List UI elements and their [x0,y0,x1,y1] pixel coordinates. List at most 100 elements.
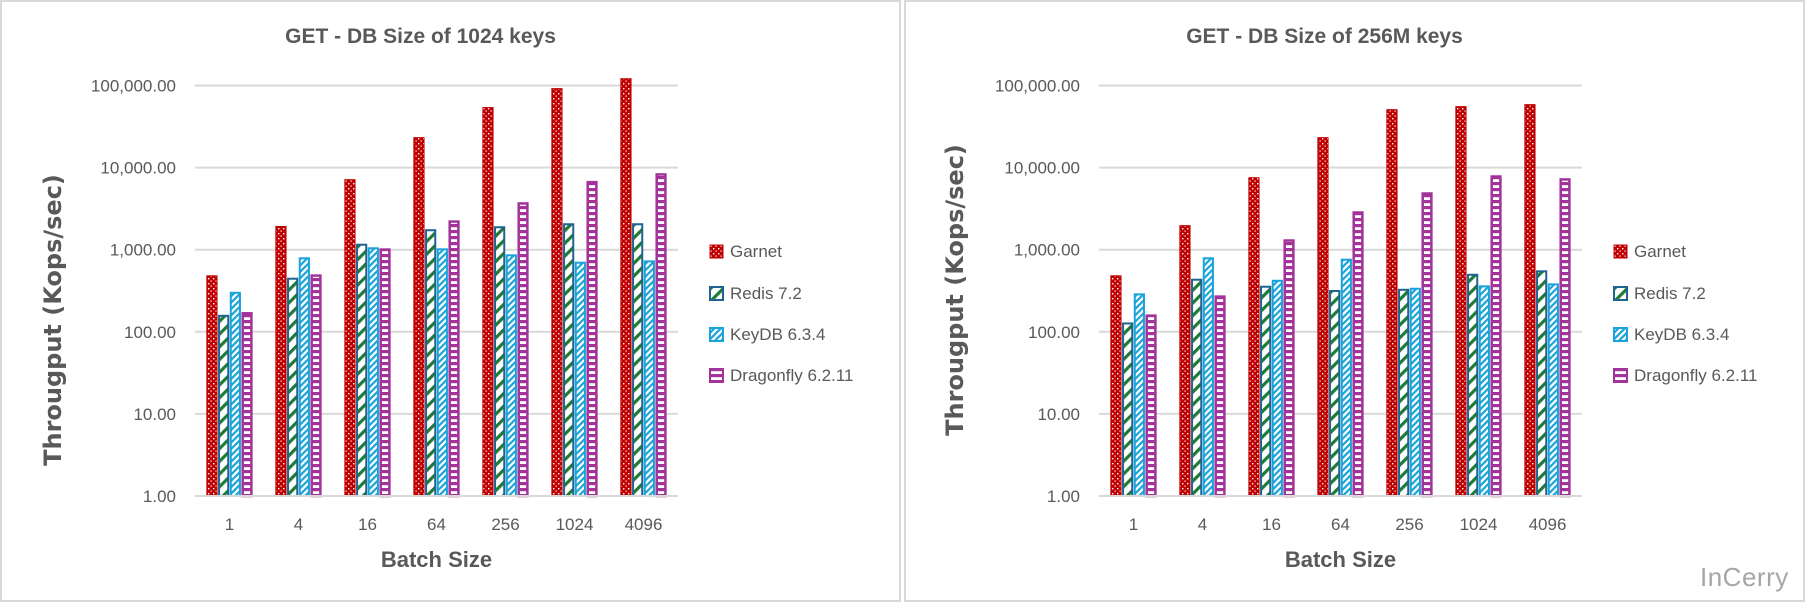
bar-keydb-6-3-4-batch-1 [1133,293,1145,498]
legend-swatch [1613,368,1628,383]
x-tick-label: 4 [1198,515,1207,534]
bar-redis-7-2-batch-1 [218,314,230,498]
bar-garnet-batch-1 [206,275,218,497]
chart-panel-1024-keys: GET - DB Size of 1024 keys 1.00 10.00 100.0… [0,0,901,602]
bar-keydb-6-3-4-batch-4 [1202,257,1214,497]
legend-item-garnet: Garnet [1613,242,1686,261]
y-tick-label: 1.00 [143,487,176,506]
bar-keydb-6-3-4-batch-256 [505,254,517,497]
y-tick-label: 10.00 [1037,405,1080,424]
y-tick-label: 1.00 [1047,487,1080,506]
x-tick-label: 4 [294,515,303,534]
legend-swatch [1613,286,1628,301]
bar-dragonfly-6-2-11-batch-256 [1421,192,1433,498]
y-axis-title: Througput (Kops/sec) [941,144,969,436]
x-tick-label: 64 [1331,515,1350,534]
legend-label: Redis 7.2 [730,284,802,303]
bar-redis-7-2-batch-1024 [1467,273,1479,497]
bar-dragonfly-6-2-11-batch-1 [241,312,253,498]
y-tick-label: 100.00 [1028,323,1080,342]
bar-redis-7-2-batch-64 [425,229,437,497]
bar-garnet-batch-1024 [1455,106,1467,497]
x-tick-label: 256 [491,515,519,534]
bar-garnet-batch-64 [1317,137,1329,497]
bar-keydb-6-3-4-batch-1024 [574,261,586,497]
x-tick-label: 256 [1395,515,1423,534]
bar-keydb-6-3-4-batch-4 [298,257,310,497]
x-axis-title: Batch Size [381,547,492,572]
bar-dragonfly-6-2-11-batch-4 [1214,295,1226,498]
bar-garnet-batch-16 [1248,177,1260,497]
legend-swatch [709,327,724,342]
bar-garnet-batch-1024 [551,88,563,497]
x-tick-label: 1 [1129,515,1138,534]
bar-dragonfly-6-2-11-batch-4 [310,274,322,498]
x-tick-label: 64 [427,515,446,534]
chart-1024-keys: GET - DB Size of 1024 keys 1.00 10.00 100.0… [39,25,853,572]
y-tick-label: 100,000.00 [995,77,1080,96]
bar-garnet-batch-4 [1179,225,1191,497]
x-tick-label: 16 [1262,515,1281,534]
legend-label: Dragonfly 6.2.11 [730,366,853,385]
legend: Garnet Redis 7.2 KeyDB 6.3.4 Dragonfly 6.2.… [1613,242,1757,385]
bar-dragonfly-6-2-11-batch-4096 [1559,178,1571,498]
legend-item-dragonfly-6-2-11: Dragonfly 6.2.11 [1613,366,1757,385]
legend-label: Garnet [730,242,782,261]
bar-keydb-6-3-4-batch-16 [367,247,379,497]
bar-redis-7-2-batch-4 [287,277,299,497]
y-tick-label: 10,000.00 [100,159,176,178]
bar-redis-7-2-batch-256 [494,226,506,497]
x-axis-title: Batch Size [1285,547,1396,572]
chart-256m-keys: GET - DB Size of 256M keys 1.00 10.00 100.0… [941,25,1757,572]
bar-keydb-6-3-4-batch-1 [229,291,241,497]
legend-label: KeyDB 6.3.4 [1634,325,1729,344]
legend-label: Redis 7.2 [1634,284,1706,303]
legend-swatch [1613,244,1628,259]
y-tick-label: 10,000.00 [1004,159,1080,178]
bar-redis-7-2-batch-4096 [1536,270,1548,497]
bar-keydb-6-3-4-batch-16 [1271,279,1283,497]
legend-label: Garnet [1634,242,1686,261]
bar-dragonfly-6-2-11-batch-256 [517,202,529,498]
y-axis-title: Througput (Kops/sec) [39,174,67,466]
chart-panel-256m-keys: GET - DB Size of 256M keys 1.00 10.00 100.0… [904,0,1805,602]
bar-garnet-batch-4096 [1524,104,1536,497]
y-tick-label: 1,000.00 [110,241,176,260]
bar-dragonfly-6-2-11-batch-1024 [1490,175,1502,498]
bar-dragonfly-6-2-11-batch-64 [448,220,460,498]
bar-keydb-6-3-4-batch-64 [1340,258,1352,497]
bar-redis-7-2-batch-16 [1260,285,1272,497]
y-tick-label: 10.00 [133,405,176,424]
y-tick-label: 1,000.00 [1014,241,1080,260]
bar-garnet-batch-256 [1386,109,1398,497]
chart-title: GET - DB Size of 256M keys [1186,25,1463,48]
legend-item-redis-7-2: Redis 7.2 [1613,284,1706,303]
bar-garnet-batch-256 [482,107,494,497]
legend-label: Dragonfly 6.2.11 [1634,366,1757,385]
x-tick-label: 4096 [625,515,663,534]
legend-item-keydb-6-3-4: KeyDB 6.3.4 [709,325,825,344]
bar-garnet-batch-1 [1110,275,1122,497]
bar-dragonfly-6-2-11-batch-16 [1283,239,1295,498]
legend-swatch [1613,327,1628,342]
legend-swatch [709,286,724,301]
bar-dragonfly-6-2-11-batch-1024 [586,180,598,498]
legend-item-dragonfly-6-2-11: Dragonfly 6.2.11 [709,366,853,385]
x-tick-label: 1024 [1460,515,1498,534]
y-tick-label: 100.00 [124,323,176,342]
x-tick-label: 1024 [556,515,594,534]
bar-keydb-6-3-4-batch-1024 [1478,285,1490,498]
x-tick-label: 16 [358,515,377,534]
bar-dragonfly-6-2-11-batch-16 [379,248,391,498]
bar-keydb-6-3-4-batch-4096 [643,260,655,498]
bar-dragonfly-6-2-11-batch-1 [1145,314,1157,498]
bar-garnet-batch-4 [275,225,287,497]
bar-redis-7-2-batch-4096 [632,223,644,497]
bar-keydb-6-3-4-batch-64 [436,248,448,497]
legend-item-garnet: Garnet [709,242,782,261]
bar-redis-7-2-batch-1 [1122,322,1134,497]
legend-swatch [709,244,724,259]
bar-garnet-batch-16 [344,179,356,497]
chart-title: GET - DB Size of 1024 keys [285,25,556,48]
y-tick-label: 100,000.00 [91,77,176,96]
